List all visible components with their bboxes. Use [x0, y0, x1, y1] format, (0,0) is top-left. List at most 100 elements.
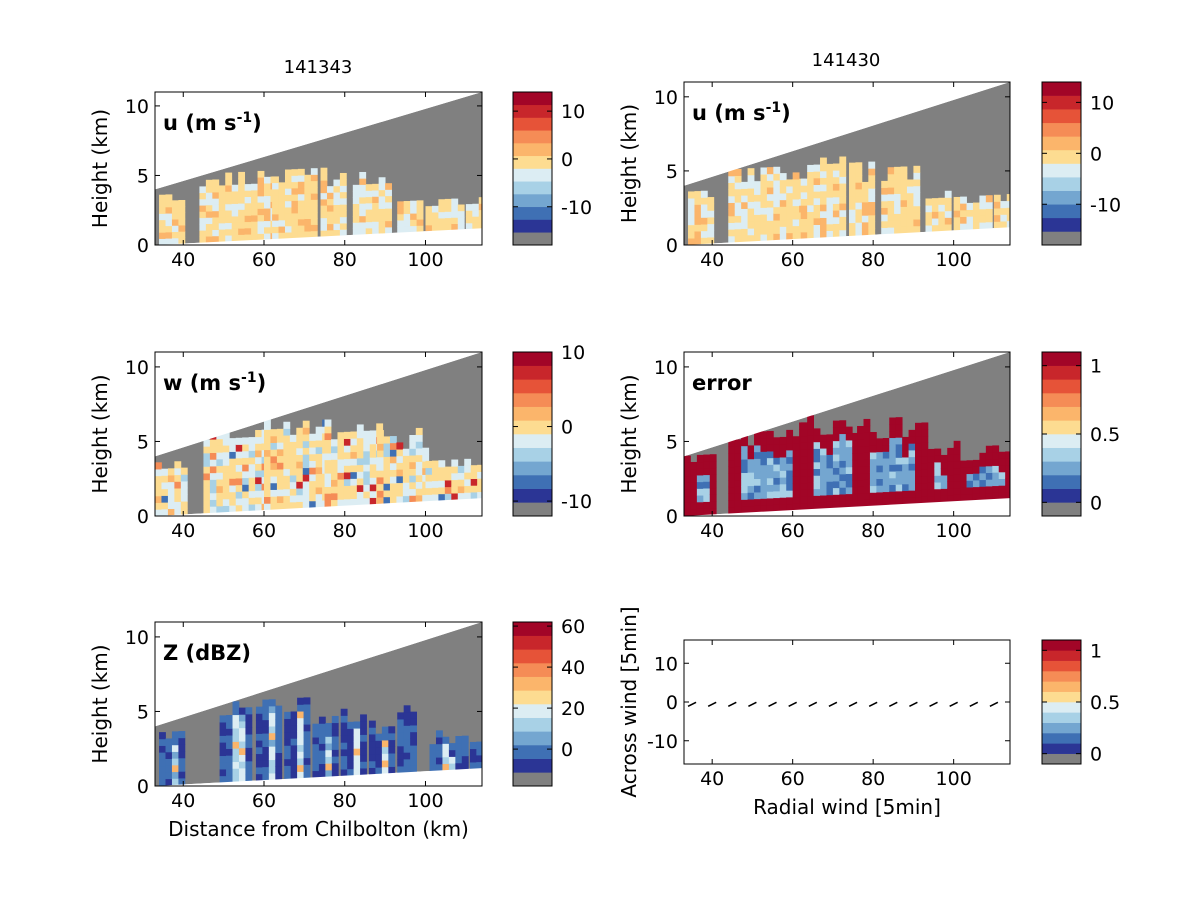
colorbar-segment — [513, 663, 552, 677]
y-axis-label: Height (km) — [88, 644, 112, 763]
colorbar-segment — [1042, 149, 1081, 164]
above-scan — [684, 82, 1010, 186]
x-tick-label: 100 — [407, 520, 443, 542]
colorbar-segment — [513, 155, 552, 169]
x-tick-label: 100 — [407, 249, 443, 271]
colorbar-segment — [1042, 379, 1081, 394]
y-tick-label: 10 — [125, 627, 149, 649]
y-tick-label: 0 — [666, 506, 678, 528]
x-tick-label: 60 — [781, 520, 805, 542]
colorbar-segment — [513, 731, 552, 746]
wind-arrow — [687, 701, 697, 708]
wind-arrow — [768, 701, 777, 708]
colorbar-segment — [513, 635, 552, 650]
y-tick-label: 10 — [654, 357, 678, 379]
colorbar: 10.50 — [1041, 351, 1120, 517]
below-scan — [155, 498, 482, 516]
colorbar-tick-label: 0.5 — [1090, 424, 1120, 446]
colorbar: 10.50 — [1041, 639, 1120, 766]
colorbar-tick-label: 0 — [561, 417, 573, 439]
wind-arrow — [929, 701, 938, 708]
colorbar-tick-label: 0 — [1090, 143, 1102, 165]
y-tick-label: 5 — [137, 165, 149, 187]
x-tick-label: 40 — [171, 790, 195, 812]
above-scan — [684, 352, 1010, 457]
colorbar-segment — [1042, 177, 1081, 191]
above-scan — [155, 352, 482, 457]
colorbar-segment — [513, 104, 552, 118]
x-tick-label: 60 — [252, 790, 276, 812]
y-axis-label: Height (km) — [88, 374, 112, 493]
x-axis-label: Radial wind [5min] — [753, 795, 941, 819]
x-tick-label: 80 — [333, 249, 357, 271]
colorbar: 10 0 -10 — [512, 342, 592, 517]
colorbar-segment — [513, 379, 552, 394]
x-tick-label: 80 — [861, 520, 885, 542]
colorbar-segment — [513, 206, 552, 220]
colorbar-segment — [513, 488, 552, 503]
colorbar-segment — [513, 406, 552, 421]
plot-area — [155, 622, 482, 786]
title-right: 141430 — [812, 50, 881, 71]
colorbar: 60 40 20 0 — [512, 616, 585, 787]
colorbar-segment — [513, 168, 552, 182]
plot-area — [687, 701, 999, 708]
colorbar-segment — [513, 690, 552, 705]
y-axis-label: Height (km) — [88, 109, 112, 228]
colorbar-segment — [513, 502, 552, 517]
colorbar-segment — [1042, 502, 1081, 517]
colorbar-tick-label: 20 — [561, 698, 585, 720]
x-tick-label: 40 — [700, 520, 724, 542]
colorbar-tick-label: -10 — [561, 197, 592, 219]
colorbar-segment — [513, 181, 552, 195]
axes-box — [683, 81, 1011, 246]
colorbar-segment — [1042, 109, 1081, 124]
colorbar-tick-label: -10 — [561, 491, 592, 513]
colorbar-segment — [513, 143, 552, 157]
colorbar-segment — [513, 194, 552, 208]
plot-area — [155, 352, 482, 516]
colorbar-segment — [513, 434, 552, 448]
wind-arrow — [888, 701, 898, 708]
colorbar-segment — [1042, 702, 1081, 713]
below-scan — [155, 228, 482, 245]
colorbar-tick-label: 10 — [1090, 92, 1114, 114]
title-left: 141343 — [284, 57, 353, 78]
x-tick-label: 80 — [333, 520, 357, 542]
panel-label: error — [692, 371, 752, 395]
wind-arrow — [989, 701, 999, 708]
wind-arrow — [808, 701, 818, 708]
colorbar-segment — [1042, 640, 1081, 651]
wind-arrow — [707, 701, 717, 708]
colorbar-tick-label: 1 — [1090, 356, 1102, 378]
x-tick-label: 60 — [781, 249, 805, 271]
axes-box — [154, 91, 483, 246]
colorbar-segment — [1042, 406, 1081, 421]
y-tick-label: 5 — [666, 431, 678, 453]
y-axis-label: Across wind [5min] — [617, 606, 641, 797]
plot-area — [155, 92, 482, 245]
below-scan — [155, 768, 482, 786]
colorbar-tick-label: 10 — [561, 101, 585, 123]
y-tick-label: 0 — [137, 235, 149, 257]
colorbar-segment — [1042, 691, 1081, 703]
colorbar-segment — [1042, 733, 1081, 744]
axes-box — [683, 639, 1011, 765]
wind-arrow — [848, 701, 858, 708]
colorbar-segment — [513, 622, 552, 636]
y-axis-label: Height (km) — [617, 104, 641, 223]
colorbar: 10 0 -10 — [1041, 81, 1121, 246]
x-tick-label: 80 — [333, 790, 357, 812]
colorbar-segment — [513, 352, 552, 366]
x-axis-label: Distance from Chilbolton (km) — [168, 817, 469, 841]
x-tick-label: 40 — [171, 520, 195, 542]
y-tick-label: 0 — [137, 506, 149, 528]
colorbar-segment — [1042, 82, 1081, 96]
y-tick-label: 10 — [654, 87, 678, 109]
colorbar-tick-label: 1 — [1090, 640, 1102, 662]
colorbar-segment — [1042, 231, 1081, 246]
